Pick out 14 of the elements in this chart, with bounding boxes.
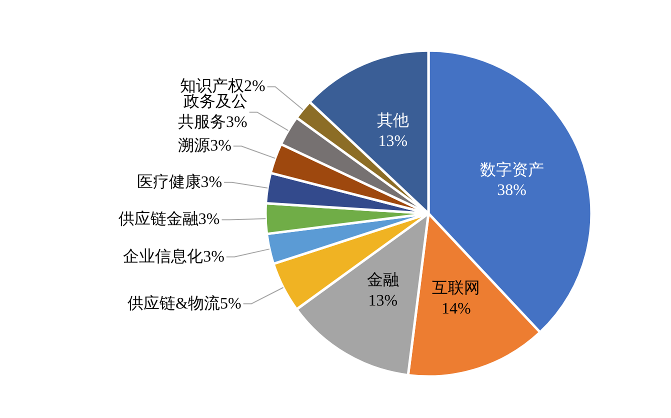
slice-label: 供应链&物流5% xyxy=(128,294,242,312)
slice-label: 医疗健康3% xyxy=(136,172,222,191)
data-label: 13% xyxy=(378,132,408,150)
slice-label: 数字资产 xyxy=(480,160,544,179)
slice-label: 政务及公共服务3% xyxy=(178,94,248,131)
slice-label: 其他 xyxy=(376,112,409,130)
slice-label: 金融 xyxy=(366,270,399,289)
slice-label: 互联网 xyxy=(432,279,480,298)
data-label: 38% xyxy=(497,182,527,200)
data-label: 13% xyxy=(368,292,398,310)
slice-label: 企业信息化3% xyxy=(123,247,224,266)
slice-label: 供应链金融3% xyxy=(118,210,220,228)
data-label: 14% xyxy=(442,300,471,318)
slice-label: 溯源3% xyxy=(178,138,232,155)
